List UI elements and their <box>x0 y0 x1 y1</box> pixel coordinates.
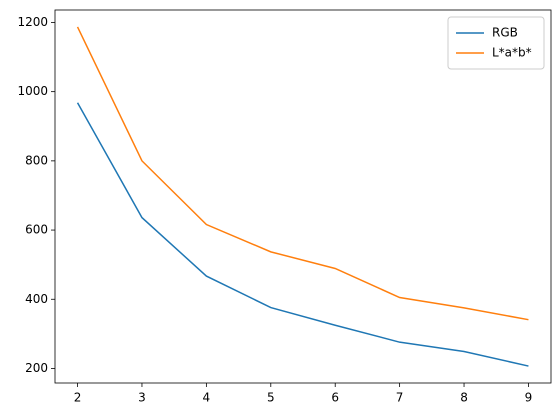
legend-label: RGB <box>492 26 518 40</box>
x-tick-label: 4 <box>203 391 211 405</box>
y-tick-label: 600 <box>25 223 48 237</box>
x-tick-label: 9 <box>525 391 533 405</box>
x-tick-label: 5 <box>267 391 275 405</box>
legend-label: L*a*b* <box>492 46 532 60</box>
x-tick-label: 3 <box>138 391 146 405</box>
x-tick-label: 7 <box>396 391 404 405</box>
legend-box <box>447 16 545 70</box>
y-tick-label: 400 <box>25 292 48 306</box>
x-tick-label: 2 <box>74 391 82 405</box>
x-tick-label: 8 <box>460 391 468 405</box>
line-series <box>76 26 529 321</box>
y-tick-label: 1000 <box>17 84 48 98</box>
y-tick-label: 800 <box>25 153 48 167</box>
y-tick-label: 200 <box>25 361 48 375</box>
axes-frame <box>54 9 552 384</box>
x-tick-label: 6 <box>331 391 339 405</box>
y-tick-label: 1200 <box>17 15 48 29</box>
line-series <box>76 102 529 367</box>
